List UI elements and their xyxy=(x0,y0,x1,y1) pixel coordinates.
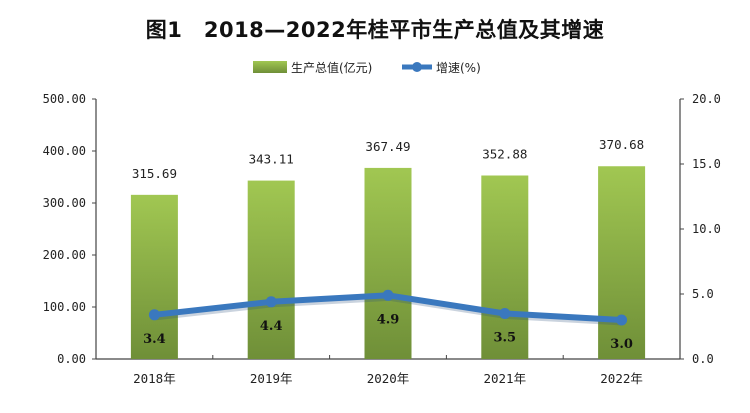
right-axis-tick-label: 15.0 xyxy=(692,157,721,171)
growth-point-2018年 xyxy=(148,309,160,321)
left-axis-tick-label: 200.00 xyxy=(43,248,86,262)
x-axis-tick-label: 2019年 xyxy=(250,371,293,386)
bar-data-label: 343.11 xyxy=(249,152,294,167)
left-axis-tick-label: 500.00 xyxy=(43,92,86,106)
bar-2021年 xyxy=(481,175,529,359)
legend-line-marker xyxy=(412,62,422,72)
chart-title: 图1 2018—2022年桂平市生产总值及其增速 xyxy=(145,18,605,42)
line-data-label: 4.9 xyxy=(377,312,400,327)
x-axis-tick-label: 2020年 xyxy=(367,371,410,386)
growth-point-2020年 xyxy=(382,289,394,301)
left-axis-tick-label: 100.00 xyxy=(43,300,86,314)
x-axis-tick-label: 2021年 xyxy=(483,371,526,386)
legend-line-label: 增速(%) xyxy=(436,61,481,75)
line-data-label: 4.4 xyxy=(260,319,283,334)
right-axis-tick-label: 10.0 xyxy=(692,222,721,236)
bar-data-label: 315.69 xyxy=(132,166,177,181)
x-axis-tick-label: 2018年 xyxy=(133,371,176,386)
line-data-label: 3.4 xyxy=(143,332,166,347)
growth-point-2021年 xyxy=(499,308,511,319)
right-axis-tick-label: 20.0 xyxy=(692,92,721,106)
line-data-label: 3.5 xyxy=(493,331,516,346)
left-axis-tick-label: 400.00 xyxy=(43,144,86,158)
left-axis-tick-label: 300.00 xyxy=(43,196,86,210)
right-axis-tick-label: 5.0 xyxy=(692,287,714,301)
bar-data-label: 370.68 xyxy=(599,137,644,152)
bar-2022年 xyxy=(598,166,646,359)
right-axis-tick-label: 0.0 xyxy=(692,352,714,366)
growth-point-2022年 xyxy=(616,314,628,326)
bar-2019年 xyxy=(247,180,295,359)
legend-bar-swatch xyxy=(253,61,287,73)
left-axis-tick-label: 0.00 xyxy=(57,352,86,366)
x-axis-tick-label: 2022年 xyxy=(600,371,643,386)
growth-point-2019年 xyxy=(265,296,277,308)
bar-2020年 xyxy=(364,167,412,359)
bar-data-label: 367.49 xyxy=(365,139,410,154)
line-data-label: 3.0 xyxy=(610,337,633,352)
legend-bar-label: 生产总值(亿元) xyxy=(291,60,372,75)
bar-2018年 xyxy=(130,194,178,359)
bar-data-label: 352.88 xyxy=(482,147,527,162)
